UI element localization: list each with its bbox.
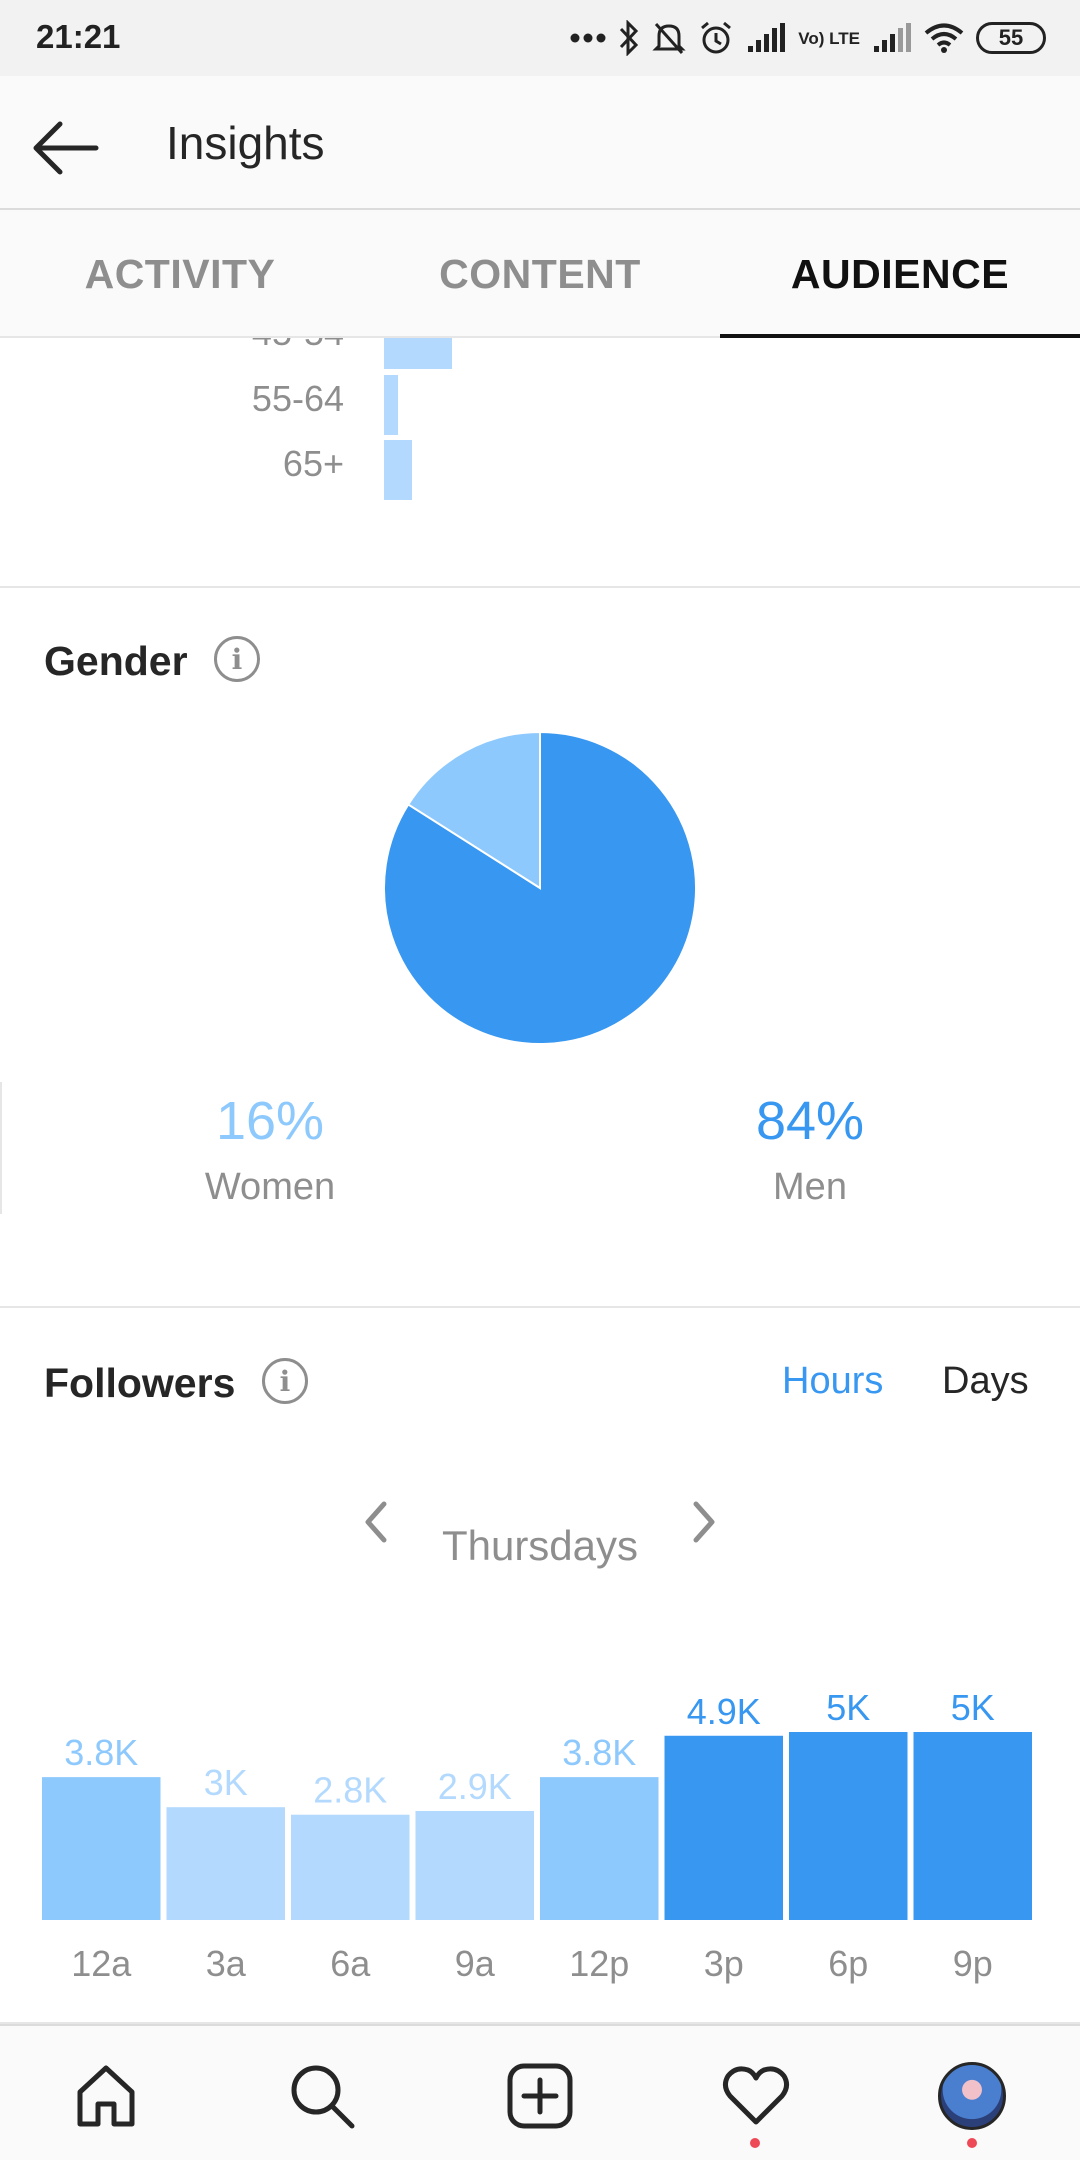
battery-icon: 55	[976, 22, 1046, 54]
women-percent: 16%	[215, 1091, 325, 1151]
gender-pie-chart	[383, 730, 697, 1045]
tab-content[interactable]: CONTENT	[439, 250, 641, 297]
profile-avatar[interactable]	[922, 2046, 1022, 2146]
bar-value-label: 2.9K	[438, 1766, 512, 1807]
bottom-nav	[0, 2024, 1080, 2160]
app-header: Insights	[0, 76, 1080, 210]
men-percent: 84%	[755, 1091, 865, 1151]
pie-slice-women	[406, 730, 541, 890]
profile-notification-dot	[967, 2138, 977, 2148]
x-axis-tick-label: 3a	[206, 1943, 247, 1984]
more-dots-icon	[570, 33, 606, 43]
x-axis-tick-label: 9p	[953, 1943, 993, 1984]
x-axis-tick-label: 12a	[71, 1943, 132, 1984]
bluetooth-icon	[620, 20, 639, 56]
bar-value-label: 3K	[204, 1762, 248, 1803]
followers-bar	[789, 1732, 908, 1920]
bar-value-label: 2.8K	[313, 1770, 387, 1811]
bar-value-label: 3.8K	[64, 1732, 138, 1773]
bar-value-label: 3.8K	[562, 1732, 636, 1773]
age-bar	[384, 338, 452, 369]
home-icon[interactable]	[56, 2046, 156, 2146]
avatar	[938, 2062, 1006, 2130]
new-post-icon[interactable]	[490, 2046, 590, 2146]
tab-activity[interactable]: ACTIVITY	[84, 250, 276, 297]
info-icon[interactable]: i	[214, 636, 260, 682]
bar-value-label: 5K	[951, 1687, 995, 1728]
tab-audience[interactable]: AUDIENCE	[790, 250, 1010, 297]
age-bar	[384, 440, 412, 500]
day-selector-label: Thursdays	[441, 1522, 639, 1569]
activity-notification-dot	[750, 2138, 760, 2148]
mute-bell-icon	[652, 22, 686, 55]
women-label: Women	[204, 1166, 336, 1208]
days-toggle[interactable]: Days	[942, 1360, 1029, 1402]
page-title: Insights	[166, 117, 325, 169]
back-arrow-icon[interactable]	[30, 112, 102, 184]
age-label: 45-54	[252, 338, 344, 354]
insights-content[interactable]: 45-54 55-64 65+ Gender i 16% Women 84% M…	[0, 338, 1080, 2024]
x-axis-tick-label: 6p	[828, 1943, 868, 1984]
followers-bar	[664, 1735, 783, 1920]
age-label: 65+	[282, 443, 344, 484]
x-axis-tick-label: 9a	[455, 1943, 496, 1984]
section-divider	[0, 1306, 1080, 1308]
chevron-right-icon[interactable]	[684, 1492, 724, 1552]
followers-bar	[166, 1807, 285, 1920]
tab-bar: ACTIVITY CONTENT AUDIENCE	[0, 210, 1080, 338]
tab-active-indicator	[720, 334, 1080, 338]
alarm-icon	[701, 21, 732, 54]
hours-toggle[interactable]: Hours	[782, 1360, 884, 1402]
bar-value-label: 4.9K	[687, 1691, 761, 1732]
followers-bar	[913, 1732, 1032, 1920]
signal-icon	[874, 23, 911, 52]
x-axis-tick-label: 6a	[330, 1943, 371, 1984]
status-bar: 21:21 Vo) LTE 55	[0, 0, 1080, 76]
men-label: Men	[773, 1166, 847, 1208]
activity-heart-icon[interactable]	[706, 2046, 806, 2146]
gender-title: Gender	[44, 638, 188, 684]
age-label: 55-64	[251, 378, 344, 419]
x-axis-tick-label: 3p	[704, 1943, 744, 1984]
status-icons: Vo) LTE 55	[570, 16, 1046, 60]
bar-value-label: 5K	[826, 1687, 870, 1728]
status-time: 21:21	[36, 18, 121, 55]
followers-bar-chart: 3.8K 12a 3K 3a 2.8K 6a 2.9K 9a 3.8K 12p 4.9K 3p 5K 6p…	[42, 1687, 1032, 1984]
wifi-icon	[924, 23, 964, 53]
signal-icon	[748, 23, 786, 52]
section-divider	[0, 586, 1080, 588]
followers-bar	[540, 1777, 659, 1920]
age-bar	[384, 375, 398, 435]
volte-icon: Vo) LTE	[798, 28, 860, 48]
x-axis-tick-label: 12p	[569, 1943, 629, 1984]
search-icon[interactable]	[272, 2046, 372, 2146]
followers-bar	[42, 1777, 161, 1920]
info-icon[interactable]: i	[262, 1358, 308, 1404]
section-divider	[0, 2022, 1080, 2024]
followers-bar	[291, 1814, 410, 1920]
followers-bar	[415, 1810, 534, 1920]
legend-divider	[0, 1082, 2, 1214]
followers-title: Followers	[44, 1360, 236, 1406]
chevron-left-icon[interactable]	[356, 1492, 396, 1552]
